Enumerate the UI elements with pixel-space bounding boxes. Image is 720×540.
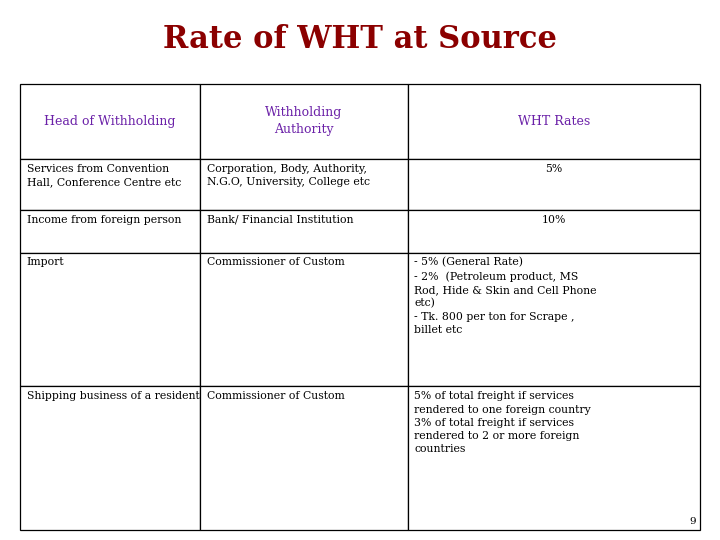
Text: 5%: 5%	[545, 164, 562, 173]
Bar	[200, 387, 408, 530]
Text: Corporation, Body, Authority,
N.G.O, University, College etc: Corporation, Body, Authority, N.G.O, Uni…	[207, 164, 370, 187]
Bar	[200, 159, 408, 210]
Text: Commissioner of Custom: Commissioner of Custom	[207, 258, 344, 267]
Bar	[408, 210, 700, 253]
Text: Rate of WHT at Source: Rate of WHT at Source	[163, 24, 557, 55]
Bar	[408, 253, 700, 387]
Text: Shipping business of a resident: Shipping business of a resident	[27, 392, 199, 401]
Text: Withholding
Authority: Withholding Authority	[265, 106, 343, 136]
Text: - 5% (General Rate)
- 2%  (Petroleum product, MS
Rod, Hide & Skin and Cell Phone: - 5% (General Rate) - 2% (Petroleum prod…	[414, 258, 597, 335]
Bar	[20, 210, 200, 253]
Text: Head of Withholding: Head of Withholding	[45, 114, 176, 128]
Bar	[408, 159, 700, 210]
Text: Services from Convention
Hall, Conference Centre etc: Services from Convention Hall, Conferenc…	[27, 164, 181, 187]
Bar	[20, 159, 200, 210]
Bar	[200, 210, 408, 253]
Bar	[408, 387, 700, 530]
Bar	[408, 84, 700, 159]
Bar	[200, 253, 408, 387]
Bar	[200, 84, 408, 159]
Text: Income from foreign person: Income from foreign person	[27, 215, 181, 225]
Bar	[20, 253, 200, 387]
Text: 5% of total freight if services
rendered to one foreign country
3% of total frei: 5% of total freight if services rendered…	[414, 392, 591, 454]
Bar	[20, 387, 200, 530]
Text: 10%: 10%	[541, 215, 566, 225]
Text: WHT Rates: WHT Rates	[518, 114, 590, 128]
Text: 9: 9	[690, 517, 696, 526]
Bar	[20, 84, 200, 159]
Text: Commissioner of Custom: Commissioner of Custom	[207, 392, 344, 401]
Text: Import: Import	[27, 258, 64, 267]
Text: Bank/ Financial Institution: Bank/ Financial Institution	[207, 215, 354, 225]
